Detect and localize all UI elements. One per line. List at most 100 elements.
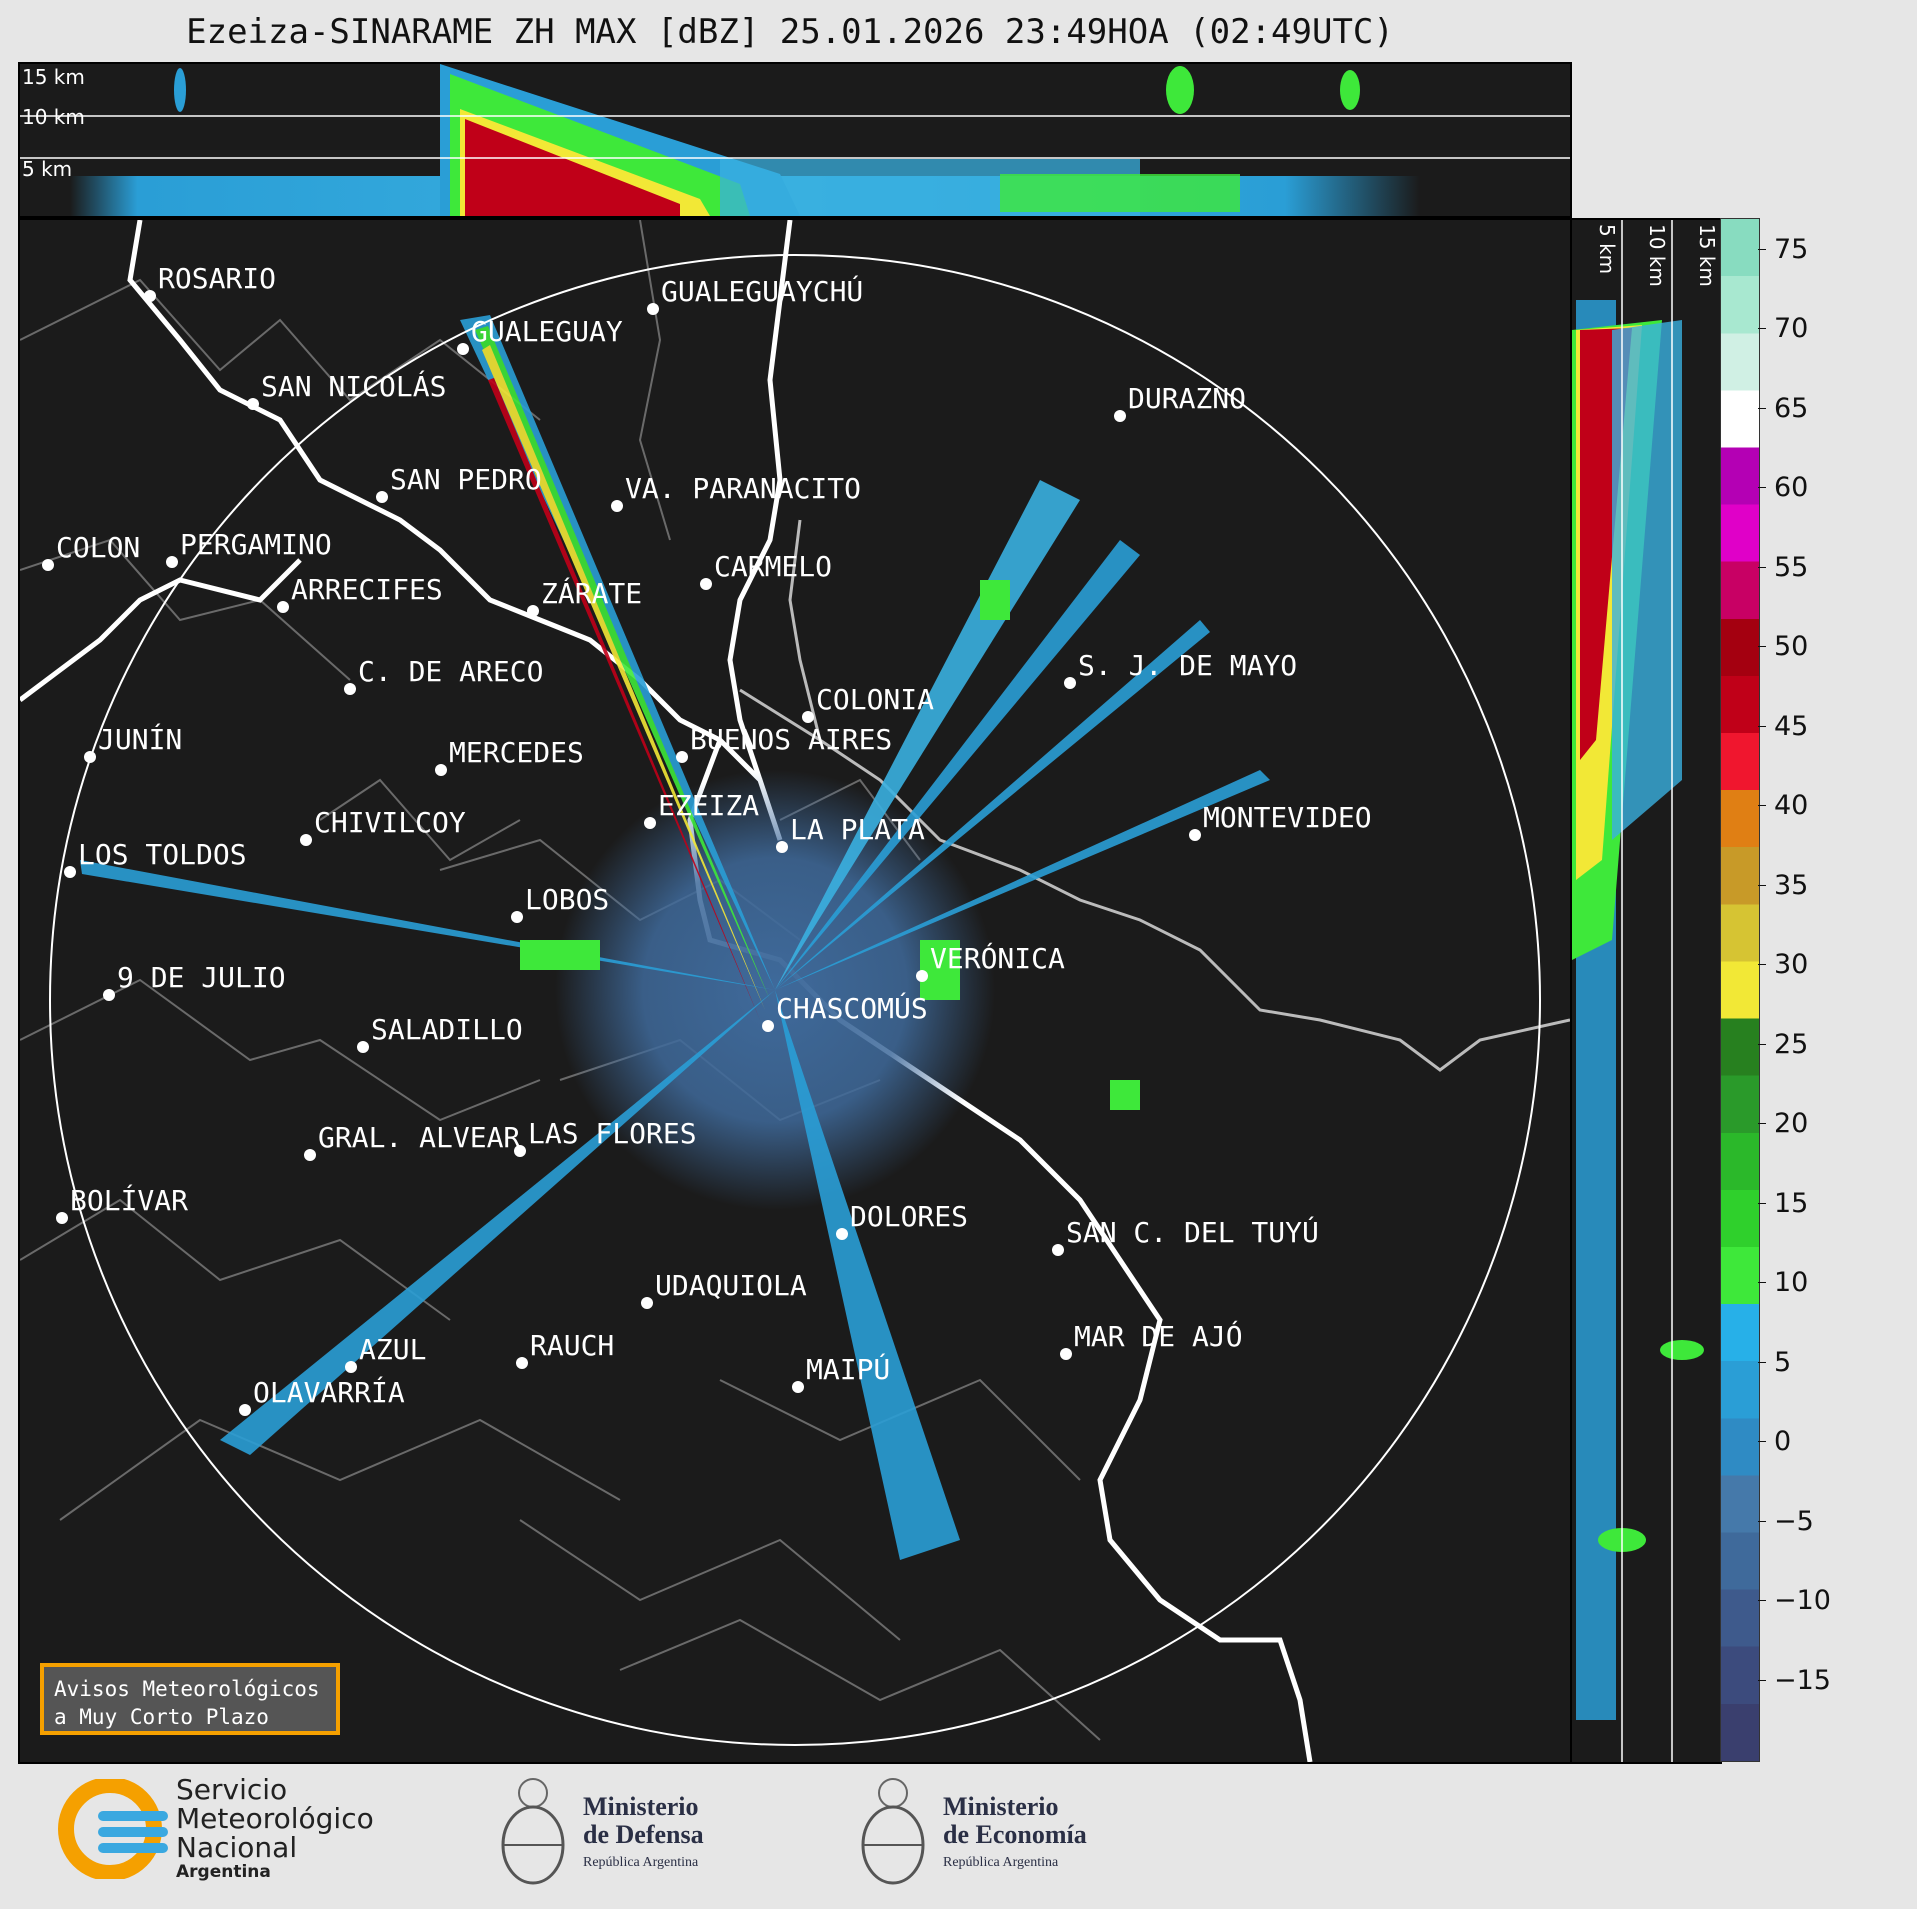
range-ring [49, 254, 1541, 1746]
radar-map: ROSARIO GUALEGUAYCHÚ GUALEGUAY SAN NICOLÁS D… [20, 220, 1570, 1762]
city-label: 9 DE JULIO [117, 961, 286, 994]
city-dot [42, 559, 54, 571]
city-label: MONTEVIDEO [1203, 801, 1372, 834]
colorbar-tick-label: 0 [1757, 1426, 1791, 1457]
city-label: PERGAMINO [180, 528, 332, 561]
colorbar-tick-label: 10 [1757, 1267, 1808, 1298]
side-cross-section: 5 km 10 km 15 km [1572, 220, 1719, 1762]
city-dot [239, 1404, 251, 1416]
altitude-label: 15 km [22, 65, 85, 89]
city-dot [84, 751, 96, 763]
colorbar-tick-label: −15 [1758, 1665, 1831, 1696]
city-label: BOLÍVAR [70, 1183, 188, 1217]
city-label: VERÓNICA [930, 941, 1065, 975]
city-dot [247, 398, 259, 410]
altitude-label: 5 km [1595, 224, 1619, 274]
colorbar-tick-label: −5 [1758, 1506, 1814, 1537]
city-dot [802, 711, 814, 723]
city-label: VA. PARANACITO [625, 472, 861, 505]
city-label: S. J. DE MAYO [1078, 649, 1297, 682]
city-label: GUALEGUAY [471, 315, 623, 348]
city-dot [103, 989, 115, 1001]
top-echo-cell [1340, 70, 1360, 110]
radar-echo-green-cells [520, 580, 1140, 1110]
city-dot [1189, 829, 1201, 841]
colorbar-tick-label: 25 [1757, 1029, 1808, 1060]
colorbar-tick-label: 70 [1757, 313, 1808, 344]
city-label: C. DE ARECO [358, 655, 543, 688]
city-dot [836, 1228, 848, 1240]
smn-country: Argentina [176, 1862, 271, 1882]
city-label: DURAZNO [1128, 382, 1246, 415]
city-label: ZÁRATE [541, 576, 642, 610]
city-dot [611, 500, 623, 512]
city-dot [300, 834, 312, 846]
city-dot [304, 1149, 316, 1161]
colorbar-tick-label: 40 [1757, 790, 1808, 821]
city-label: SALADILLO [371, 1013, 523, 1046]
colorbar-tick-label: 65 [1757, 393, 1808, 424]
colorbar-tick-label: 45 [1757, 711, 1808, 742]
coat-of-arms-icon [861, 1778, 925, 1885]
city-dot [56, 1212, 68, 1224]
city-dot [647, 303, 659, 315]
colorbar-tick-label: 20 [1757, 1108, 1808, 1139]
ministry-name: de Defensa [583, 1820, 704, 1849]
city-label: OLAVARRÍA [253, 1375, 405, 1409]
chart-title: Ezeiza-SINARAME ZH MAX [dBZ] 25.01.2026 … [186, 12, 1394, 52]
city-dot [376, 491, 388, 503]
top-cross-section-panel: 15 km 10 km 5 km [18, 62, 1572, 218]
city-label: MERCEDES [449, 736, 584, 769]
ministry-name: Ministerio [583, 1792, 699, 1821]
city-dot [1064, 677, 1076, 689]
city-label: ROSARIO [158, 262, 276, 295]
city-dot [676, 751, 688, 763]
city-label: LOBOS [525, 883, 609, 916]
dbz-colorbar [1720, 218, 1760, 1762]
colorbar-tick-label: 5 [1757, 1347, 1791, 1378]
top-echo-green-right [1000, 174, 1240, 212]
city-dot [277, 601, 289, 613]
city-label: SAN C. DEL TUYÚ [1066, 1215, 1319, 1249]
top-echo-plume-red [465, 119, 680, 216]
colorbar-tick-label: 30 [1757, 949, 1808, 980]
altitude-label: 5 km [22, 157, 72, 181]
city-label: CHIVILCOY [314, 806, 466, 839]
colorbar-tick-label: −10 [1758, 1585, 1831, 1616]
city-dot [345, 1361, 357, 1373]
smn-name: Nacional [176, 1831, 298, 1864]
city-label: EZEIZA [658, 789, 759, 822]
city-dot [435, 764, 447, 776]
smn-name: Meteorológico [176, 1802, 374, 1835]
ministry-country: República Argentina [943, 1855, 1059, 1870]
city-dot [166, 556, 178, 568]
city-label: LAS FLORES [528, 1117, 697, 1150]
ministry-name: de Economía [943, 1820, 1087, 1849]
radar-echo-rays [80, 315, 1270, 1560]
altitude-label: 10 km [1645, 224, 1669, 287]
city-label: UDAQUIOLA [655, 1269, 807, 1302]
city-dot [527, 605, 539, 617]
city-dot [700, 578, 712, 590]
city-dot [64, 866, 76, 878]
city-dot [1060, 1348, 1072, 1360]
economia-logo: Ministerio de Economía República Argenti… [855, 1775, 1087, 1895]
city-label: JUNÍN [98, 722, 182, 756]
smn-emblem-icon [58, 1778, 168, 1879]
city-dot [792, 1381, 804, 1393]
colorbar-tick-label: 35 [1757, 870, 1808, 901]
city-dot [641, 1297, 653, 1309]
city-label: RAUCH [530, 1329, 614, 1362]
city-dot [762, 1020, 774, 1032]
warning-line: Avisos Meteorológicos [54, 1677, 320, 1701]
side-echo-plume-blue [1612, 320, 1682, 840]
altitude-label: 15 km [1695, 224, 1719, 287]
top-cross-section: 15 km 10 km 5 km [20, 64, 1570, 216]
colorbar-tick-label: 50 [1757, 631, 1808, 662]
coat-of-arms-icon [501, 1778, 565, 1885]
city-label: AZUL [359, 1333, 426, 1366]
city-label: MAIPÚ [806, 1352, 890, 1386]
city-dot [516, 1357, 528, 1369]
city-label: COLON [56, 531, 140, 564]
city-dot [357, 1041, 369, 1053]
